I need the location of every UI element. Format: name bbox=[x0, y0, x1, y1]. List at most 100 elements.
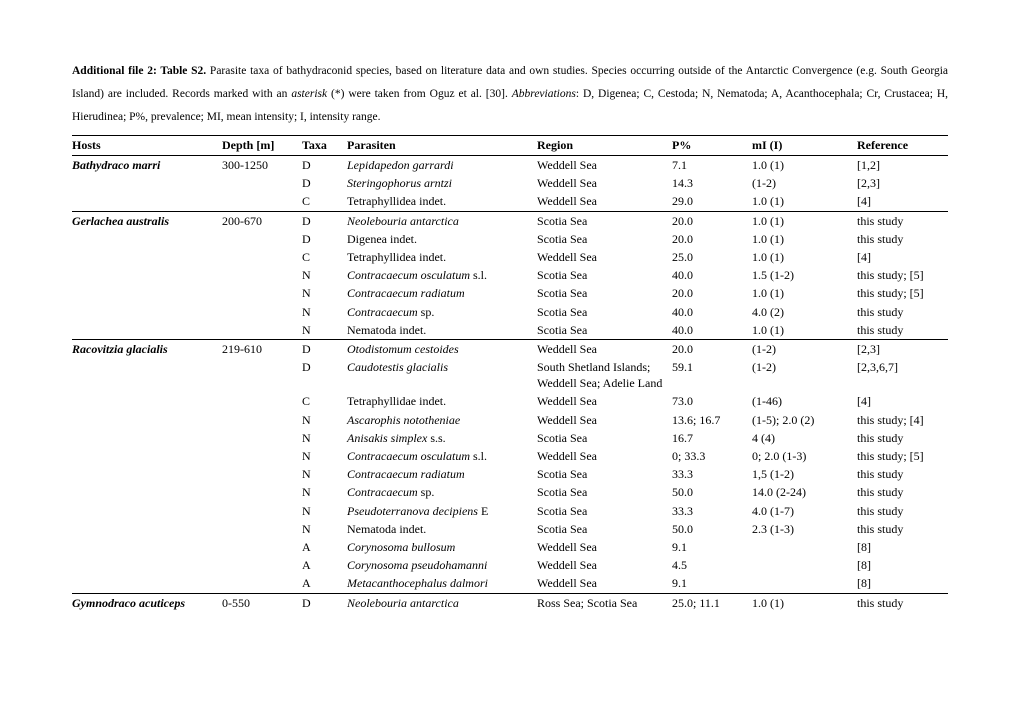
col-region: Region bbox=[537, 136, 672, 156]
cell-mi: 1.0 (1) bbox=[752, 230, 857, 248]
cell-parasite: Corynosoma bullosum bbox=[347, 538, 537, 556]
cell-depth bbox=[222, 284, 302, 302]
col-depth: Depth [m] bbox=[222, 136, 302, 156]
cell-host: Gymnodraco acuticeps bbox=[72, 593, 222, 612]
table-row: Bathydraco marri300-1250DLepidapedon gar… bbox=[72, 156, 948, 175]
cell-region: Scotia Sea bbox=[537, 520, 672, 538]
cell-prevalence: 4.5 bbox=[672, 556, 752, 574]
cell-taxa: N bbox=[302, 465, 347, 483]
cell-reference: this study bbox=[857, 483, 948, 501]
cell-taxa: A bbox=[302, 574, 347, 593]
cell-reference: [4] bbox=[857, 392, 948, 410]
cell-reference: [8] bbox=[857, 574, 948, 593]
table-row: NAscarophis nototheniaeWeddell Sea13.6; … bbox=[72, 411, 948, 429]
cell-reference: this study bbox=[857, 502, 948, 520]
caption-italic2: Abbreviations bbox=[512, 88, 576, 100]
table-row: DSteringophorus arntziWeddell Sea14.3(1-… bbox=[72, 174, 948, 192]
cell-prevalence: 20.0 bbox=[672, 211, 752, 230]
cell-mi: 4 (4) bbox=[752, 429, 857, 447]
cell-depth bbox=[222, 192, 302, 211]
cell-host bbox=[72, 248, 222, 266]
cell-parasite: Anisakis simplex s.s. bbox=[347, 429, 537, 447]
col-ref: Reference bbox=[857, 136, 948, 156]
cell-region: Weddell Sea bbox=[537, 392, 672, 410]
cell-taxa: N bbox=[302, 520, 347, 538]
table-row: CTetraphyllidae indet.Weddell Sea73.0(1-… bbox=[72, 392, 948, 410]
cell-parasite: Steringophorus arntzi bbox=[347, 174, 537, 192]
table-row: NNematoda indet.Scotia Sea50.02.3 (1-3)t… bbox=[72, 520, 948, 538]
table-row: NContracaecum radiatumScotia Sea20.01.0 … bbox=[72, 284, 948, 302]
cell-reference: this study bbox=[857, 211, 948, 230]
table-row: NNematoda indet.Scotia Sea40.01.0 (1)thi… bbox=[72, 321, 948, 340]
cell-reference: [2,3,6,7] bbox=[857, 358, 948, 392]
col-hosts: Hosts bbox=[72, 136, 222, 156]
cell-prevalence: 9.1 bbox=[672, 538, 752, 556]
cell-parasite: Nematoda indet. bbox=[347, 520, 537, 538]
cell-depth bbox=[222, 556, 302, 574]
cell-region: Scotia Sea bbox=[537, 284, 672, 302]
cell-parasite: Contracaecum radiatum bbox=[347, 284, 537, 302]
cell-region: Scotia Sea bbox=[537, 266, 672, 284]
cell-parasite: Contracaecum sp. bbox=[347, 303, 537, 321]
cell-region: Weddell Sea bbox=[537, 411, 672, 429]
cell-taxa: C bbox=[302, 248, 347, 266]
table-row: NContracaecum osculatum s.l.Weddell Sea0… bbox=[72, 447, 948, 465]
cell-prevalence: 50.0 bbox=[672, 483, 752, 501]
cell-parasite: Neolebouria antarctica bbox=[347, 211, 537, 230]
cell-reference: this study; [4] bbox=[857, 411, 948, 429]
cell-region: Scotia Sea bbox=[537, 211, 672, 230]
cell-depth bbox=[222, 321, 302, 340]
cell-depth bbox=[222, 483, 302, 501]
cell-mi bbox=[752, 556, 857, 574]
cell-host bbox=[72, 321, 222, 340]
table-row: NContracaecum sp.Scotia Sea50.014.0 (2-2… bbox=[72, 483, 948, 501]
cell-depth bbox=[222, 266, 302, 284]
cell-region: Weddell Sea bbox=[537, 574, 672, 593]
col-parasiten: Parasiten bbox=[347, 136, 537, 156]
cell-region: Weddell Sea bbox=[537, 156, 672, 175]
cell-host bbox=[72, 392, 222, 410]
cell-region: Scotia Sea bbox=[537, 303, 672, 321]
cell-parasite: Tetraphyllidea indet. bbox=[347, 192, 537, 211]
cell-mi: (1-2) bbox=[752, 339, 857, 358]
cell-prevalence: 73.0 bbox=[672, 392, 752, 410]
cell-region: Scotia Sea bbox=[537, 429, 672, 447]
cell-parasite: Metacanthocephalus dalmori bbox=[347, 574, 537, 593]
caption-italic1: asterisk bbox=[291, 88, 327, 100]
cell-mi: 1.0 (1) bbox=[752, 192, 857, 211]
cell-taxa: D bbox=[302, 211, 347, 230]
table-header-row: Hosts Depth [m] Taxa Parasiten Region P%… bbox=[72, 136, 948, 156]
table-row: NPseudoterranova decipiens EScotia Sea33… bbox=[72, 502, 948, 520]
cell-host bbox=[72, 303, 222, 321]
cell-depth bbox=[222, 538, 302, 556]
cell-mi: 4.0 (1-7) bbox=[752, 502, 857, 520]
cell-region: Weddell Sea bbox=[537, 556, 672, 574]
cell-depth bbox=[222, 174, 302, 192]
cell-region: South Shetland Islands; Weddell Sea; Ade… bbox=[537, 358, 672, 392]
cell-taxa: C bbox=[302, 192, 347, 211]
table-caption: Additional file 2: Table S2. Parasite ta… bbox=[72, 60, 948, 129]
cell-prevalence: 40.0 bbox=[672, 303, 752, 321]
cell-host bbox=[72, 465, 222, 483]
cell-taxa: N bbox=[302, 502, 347, 520]
cell-depth: 300-1250 bbox=[222, 156, 302, 175]
cell-prevalence: 40.0 bbox=[672, 266, 752, 284]
table-row: Racovitzia glacialis219-610DOtodistomum … bbox=[72, 339, 948, 358]
cell-host bbox=[72, 556, 222, 574]
table-row: NContracaecum sp.Scotia Sea40.04.0 (2)th… bbox=[72, 303, 948, 321]
cell-taxa: D bbox=[302, 156, 347, 175]
cell-host bbox=[72, 429, 222, 447]
cell-taxa: N bbox=[302, 411, 347, 429]
cell-parasite: Caudotestis glacialis bbox=[347, 358, 537, 392]
cell-mi: 1.0 (1) bbox=[752, 248, 857, 266]
cell-region: Weddell Sea bbox=[537, 339, 672, 358]
cell-parasite: Neolebouria antarctica bbox=[347, 593, 537, 612]
cell-taxa: N bbox=[302, 321, 347, 340]
cell-taxa: N bbox=[302, 284, 347, 302]
col-taxa: Taxa bbox=[302, 136, 347, 156]
cell-depth bbox=[222, 465, 302, 483]
cell-depth bbox=[222, 358, 302, 392]
cell-prevalence: 14.3 bbox=[672, 174, 752, 192]
cell-parasite: Digenea indet. bbox=[347, 230, 537, 248]
cell-reference: this study bbox=[857, 593, 948, 612]
